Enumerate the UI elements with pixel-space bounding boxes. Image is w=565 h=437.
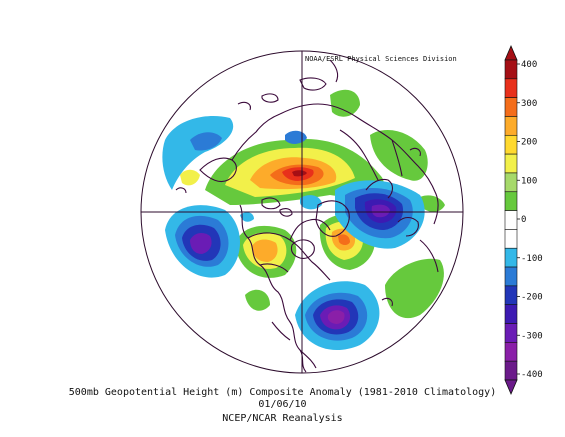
map-grid-lines [141, 51, 463, 373]
map-title: 500mb Geopotential Height (m) Composite … [68, 387, 497, 398]
map-source: NCEP/NCAR Reanalysis [222, 413, 343, 424]
colorbar-arrow-top [504, 44, 518, 61]
colorbar-label: 100 [521, 176, 537, 186]
map-date: 01/06/10 [258, 399, 307, 410]
colorbar-swatch [504, 285, 518, 306]
colorbar-swatch [504, 59, 518, 80]
colorbar-swatch [504, 172, 518, 193]
polar-map [141, 51, 463, 373]
colorbar-label: 300 [521, 99, 537, 109]
coastlines [175, 59, 439, 373]
colorbar-swatch [504, 229, 518, 249]
colorbar-swatch [504, 97, 518, 117]
colorbar-label: -400 [521, 370, 543, 380]
colorbar-swatch [504, 247, 518, 268]
colorbar-swatch [504, 360, 518, 381]
colorbar-swatch [504, 116, 518, 136]
credit-text: NOAA/ESRL Physical Sciences Division [305, 55, 457, 63]
colorbar-swatch [504, 153, 518, 174]
colorbar-swatch [504, 134, 518, 155]
colorbar-swatch [504, 266, 518, 287]
colorbar-swatch [504, 304, 518, 324]
colorbar-arrow-bottom [504, 379, 518, 396]
colorbar-label: -300 [521, 331, 543, 341]
colorbar-swatch [504, 191, 518, 211]
colorbar-swatch [504, 210, 518, 230]
colorbar-swatch [504, 323, 518, 343]
colorbar-swatch [504, 342, 518, 362]
colorbar-label: 0 [521, 215, 526, 225]
colorbar-label: -100 [521, 254, 543, 264]
map-outline [140, 50, 464, 374]
colorbar: 400 300 200 100 0 -100 -200 -300 -400 [504, 44, 543, 396]
negative-anomaly-fields [162, 116, 425, 351]
colorbar-label: 400 [521, 60, 537, 70]
colorbar-swatch [504, 78, 518, 98]
colorbar-label: -200 [521, 293, 543, 303]
colorbar-label: 200 [521, 138, 537, 148]
